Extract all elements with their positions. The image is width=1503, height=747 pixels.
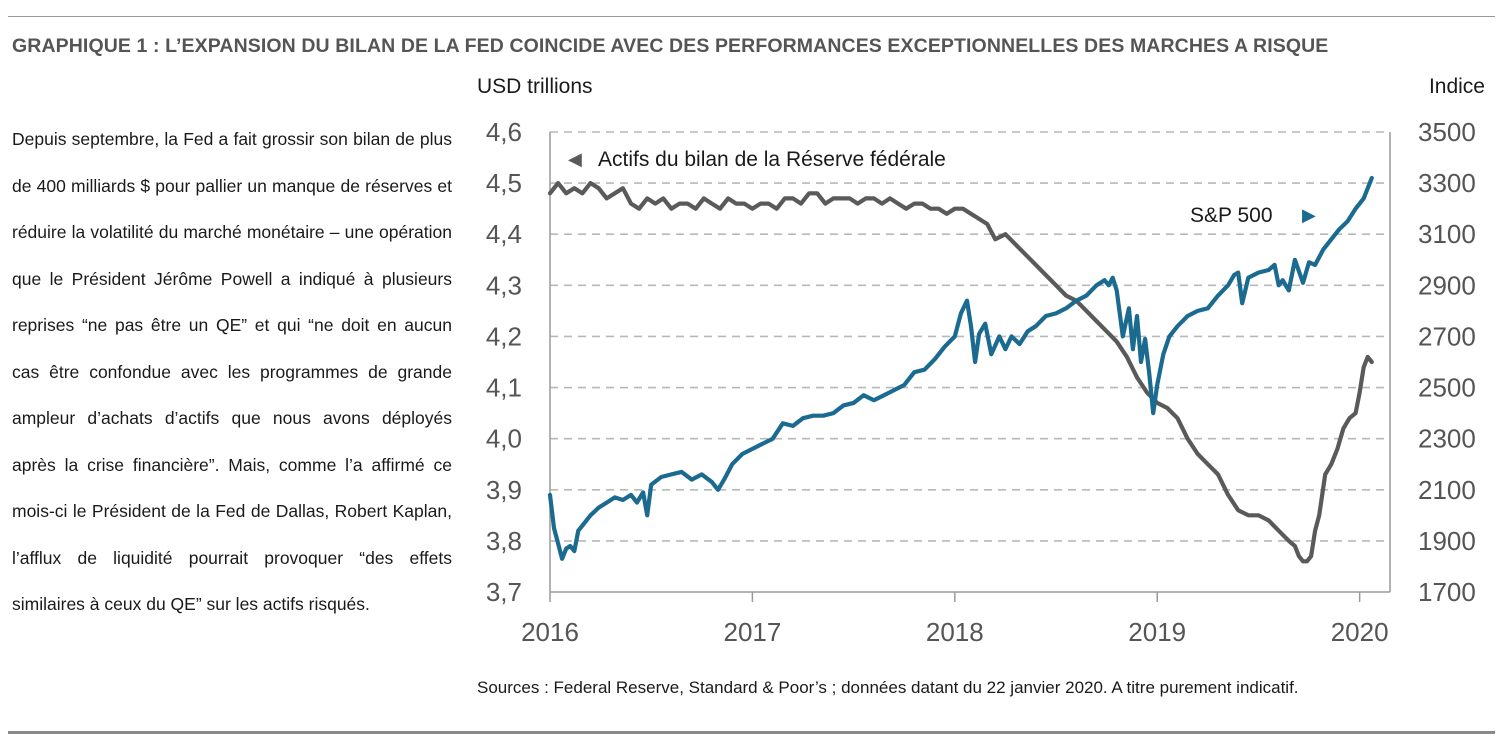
series-lines — [547, 175, 1374, 564]
y-right-tick-label: 3300 — [1418, 168, 1476, 198]
body-text: Depuis septembre, la Fed a fait grossir … — [12, 129, 452, 614]
x-tick-label: 2020 — [1331, 617, 1389, 647]
y-left-tick-label: 4,3 — [486, 270, 522, 300]
x-tick-label: 2016 — [521, 617, 579, 647]
y-left-tick-label: 4,2 — [486, 321, 522, 351]
sp500-series-label: S&P 500 — [1190, 204, 1273, 227]
right-axis-label: Indice — [1429, 75, 1485, 98]
y-right-tick-label: 1700 — [1418, 577, 1476, 607]
grid-lines — [550, 131, 1390, 542]
x-tick-label: 2019 — [1128, 617, 1186, 647]
sp500-line — [547, 175, 1374, 561]
y-left-tick-label: 3,8 — [486, 526, 522, 556]
y-right-tick-label: 3100 — [1418, 219, 1476, 249]
x-tick-label: 2018 — [926, 617, 984, 647]
fed-balance-sheet-line — [547, 181, 1374, 564]
x-tick-label: 2017 — [723, 617, 781, 647]
y-left-tick-label: 4,0 — [486, 424, 522, 454]
y-left-tick-label: 3,9 — [486, 475, 522, 505]
y-right-tick-label: 3500 — [1418, 117, 1476, 147]
fed-series-label-marker: ◀ — [568, 149, 582, 170]
source-note: Sources : Federal Reserve, Standard & Po… — [477, 678, 1299, 697]
y-left-tick-label: 4,6 — [486, 117, 522, 147]
y-left-tick-label: 4,4 — [486, 219, 522, 249]
y-right-tick-label: 2900 — [1418, 270, 1476, 300]
y-right-tick-label: 2300 — [1418, 424, 1476, 454]
y-right-tick-label: 2100 — [1418, 475, 1476, 505]
y-right-tick-label: 2700 — [1418, 321, 1476, 351]
bottom-rule — [8, 731, 1495, 734]
y-left-tick-label: 4,1 — [486, 373, 522, 403]
y-right-tick-label: 2500 — [1418, 373, 1476, 403]
y-right-tick-label: 1900 — [1418, 526, 1476, 556]
fed-series-label: Actifs du bilan de la Réserve fédérale — [598, 148, 946, 171]
y-left-tick-label: 4,5 — [486, 168, 522, 198]
sp500-series-label-marker: ▶ — [1302, 205, 1316, 226]
chart-title: GRAPHIQUE 1 : L’EXPANSION DU BILAN DE LA… — [12, 35, 1329, 57]
left-axis-label: USD trillions — [477, 75, 593, 98]
x-ticks — [549, 592, 1361, 602]
y-left-tick-label: 3,7 — [486, 577, 522, 607]
top-rule — [8, 16, 1495, 17]
